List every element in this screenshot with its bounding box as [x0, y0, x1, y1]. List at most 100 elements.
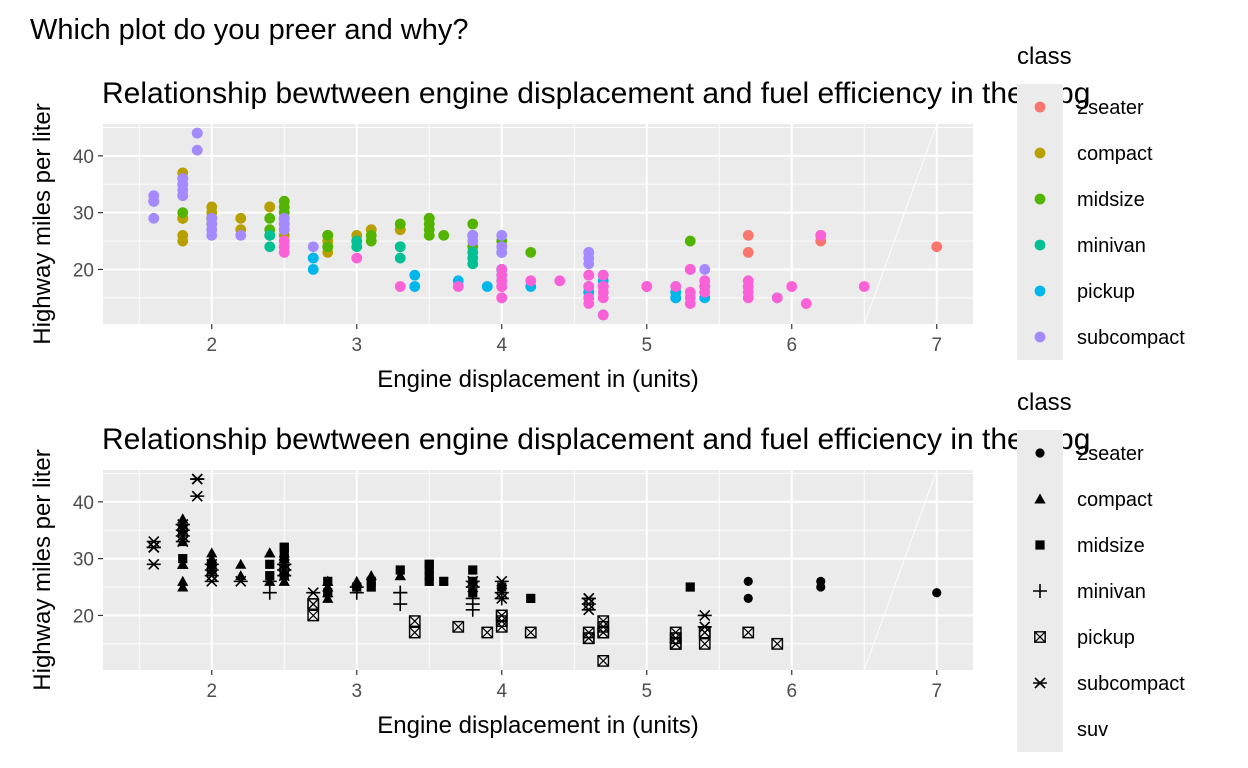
point-pickup — [408, 626, 421, 639]
plot-color-x-axis-label: Engine displacement in (units) — [377, 366, 699, 393]
legend-key-midsize — [1035, 540, 1045, 550]
point-suv — [742, 275, 754, 287]
point-subcompact — [494, 575, 509, 587]
x-tick-label: 5 — [641, 681, 652, 702]
y-tick-label: 20 — [73, 260, 94, 281]
x-tick-label: 4 — [496, 335, 507, 356]
point-compact — [177, 575, 189, 586]
point-compact — [177, 558, 189, 569]
point-suv — [684, 264, 696, 275]
x-tick-label: 3 — [351, 681, 362, 702]
point-pickup — [307, 264, 319, 275]
legend-label-midsize: midsize — [1077, 535, 1145, 557]
point-suv — [815, 229, 827, 241]
point-midsize — [394, 218, 406, 230]
legend-label-minivan: minivan — [1077, 235, 1146, 257]
legend-key-pickup — [1034, 285, 1046, 297]
point-subcompact — [496, 247, 508, 258]
point-midsize — [467, 218, 479, 230]
point-subcompact — [175, 524, 190, 536]
point-2seater — [743, 593, 753, 604]
point-suv — [583, 292, 595, 304]
plot-shape-title: Relationship bewtween engine displacemen… — [102, 423, 1090, 456]
point-midsize — [525, 247, 537, 258]
point-subcompact — [148, 212, 160, 224]
legend-key-compact — [1034, 147, 1046, 159]
point-pickup — [597, 655, 610, 667]
plot-color-title: Relationship bewtween engine displacemen… — [102, 77, 1090, 110]
point-pickup — [771, 637, 784, 650]
point-pickup — [481, 281, 493, 292]
point-midsize — [424, 571, 434, 581]
point-suv — [496, 292, 508, 304]
point-subcompact — [699, 264, 711, 275]
point-midsize — [438, 229, 450, 241]
legend-key-subcompact — [1033, 677, 1047, 689]
point-pickup — [597, 626, 610, 639]
point-pickup — [582, 632, 595, 645]
point-compact — [278, 575, 290, 586]
legend-shape: class 2seater compact midsize minivan pickup… — [1017, 389, 1185, 752]
point-subcompact — [465, 581, 480, 593]
point-subcompact — [697, 621, 712, 633]
point-subcompact — [278, 212, 290, 224]
point-suv — [684, 298, 696, 309]
point-pickup — [452, 620, 465, 633]
legend-label-subcompact: subcompact — [1077, 673, 1185, 695]
point-suv — [351, 252, 363, 264]
point-subcompact — [177, 178, 189, 190]
plot-shape: Relationship bewtween engine displacemen… — [29, 423, 1090, 739]
point-minivan — [351, 235, 363, 247]
plot-color-panel — [103, 124, 973, 324]
plot-color-y-ticks: 20 30 40 — [73, 147, 103, 281]
y-tick-label: 30 — [73, 550, 94, 571]
x-tick-label: 3 — [351, 335, 362, 356]
point-midsize — [366, 582, 376, 592]
point-suv — [597, 269, 609, 281]
legend-key-minivan — [1034, 239, 1046, 251]
point-2seater — [742, 247, 754, 258]
x-tick-label: 2 — [206, 681, 217, 702]
point-subcompact — [190, 490, 205, 502]
point-midsize — [278, 195, 290, 207]
point-compact — [264, 201, 276, 213]
legend-color: class 2seater compact midsize minivan pickup… — [1017, 43, 1185, 360]
plot-shape-points — [146, 473, 942, 667]
point-pickup — [669, 637, 682, 650]
point-pickup — [524, 626, 537, 639]
point-midsize — [395, 565, 405, 575]
legend-label-midsize: midsize — [1077, 189, 1145, 211]
point-suv — [800, 298, 812, 309]
legend-key-subcompact — [1034, 331, 1046, 343]
point-subcompact — [581, 592, 596, 604]
point-pickup — [408, 615, 421, 628]
point-minivan — [264, 241, 276, 253]
legend-key-compact — [1034, 493, 1046, 504]
x-tick-label: 6 — [786, 681, 797, 702]
point-compact — [177, 235, 189, 247]
point-minivan — [467, 258, 479, 270]
point-midsize — [526, 593, 536, 604]
y-tick-label: 30 — [73, 204, 94, 225]
point-suv — [670, 281, 682, 292]
point-pickup — [307, 609, 320, 622]
point-pickup — [481, 626, 494, 639]
plot-shape-x-axis-label: Engine displacement in (units) — [377, 712, 699, 739]
point-pickup — [495, 615, 508, 628]
legend-key-midsize — [1034, 193, 1046, 205]
point-subcompact — [206, 224, 218, 236]
point-suv — [525, 275, 537, 287]
point-subcompact — [190, 473, 205, 485]
point-compact — [235, 558, 247, 569]
point-minivan — [264, 229, 276, 241]
point-subcompact — [175, 536, 190, 548]
point-subcompact — [494, 592, 509, 604]
x-tick-label: 5 — [641, 335, 652, 356]
point-midsize — [497, 582, 507, 592]
legend-key-background — [1017, 84, 1063, 360]
legend-key-2seater — [1035, 448, 1045, 458]
plot-shape-y-ticks: 20 30 40 — [73, 493, 103, 627]
legend-label-subcompact: subcompact — [1077, 327, 1185, 349]
point-subcompact — [177, 190, 189, 201]
point-suv — [597, 309, 609, 321]
